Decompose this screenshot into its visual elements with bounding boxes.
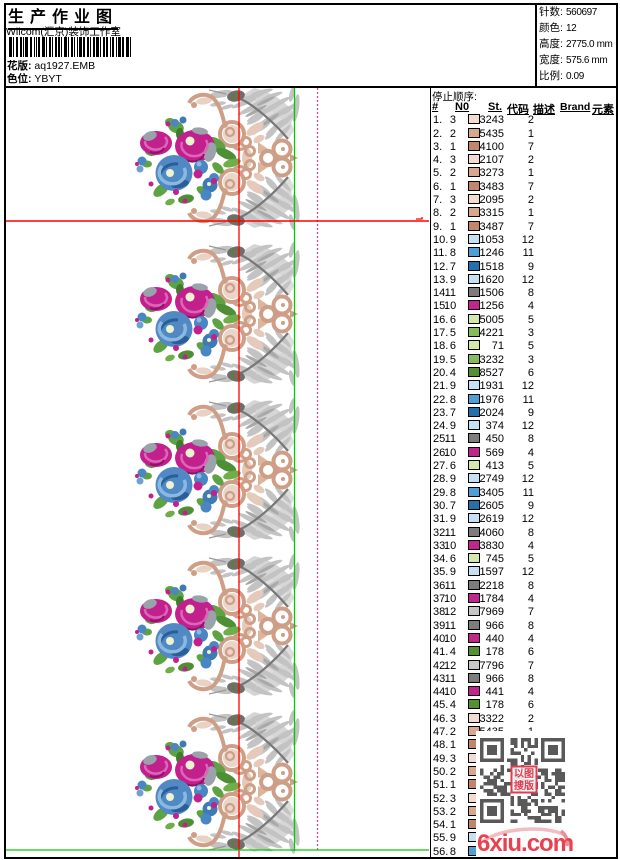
svg-text:以图: 以图 <box>514 768 534 780</box>
svg-text:6xiu.com: 6xiu.com <box>477 830 573 857</box>
svg-text:搜版: 搜版 <box>514 779 534 792</box>
